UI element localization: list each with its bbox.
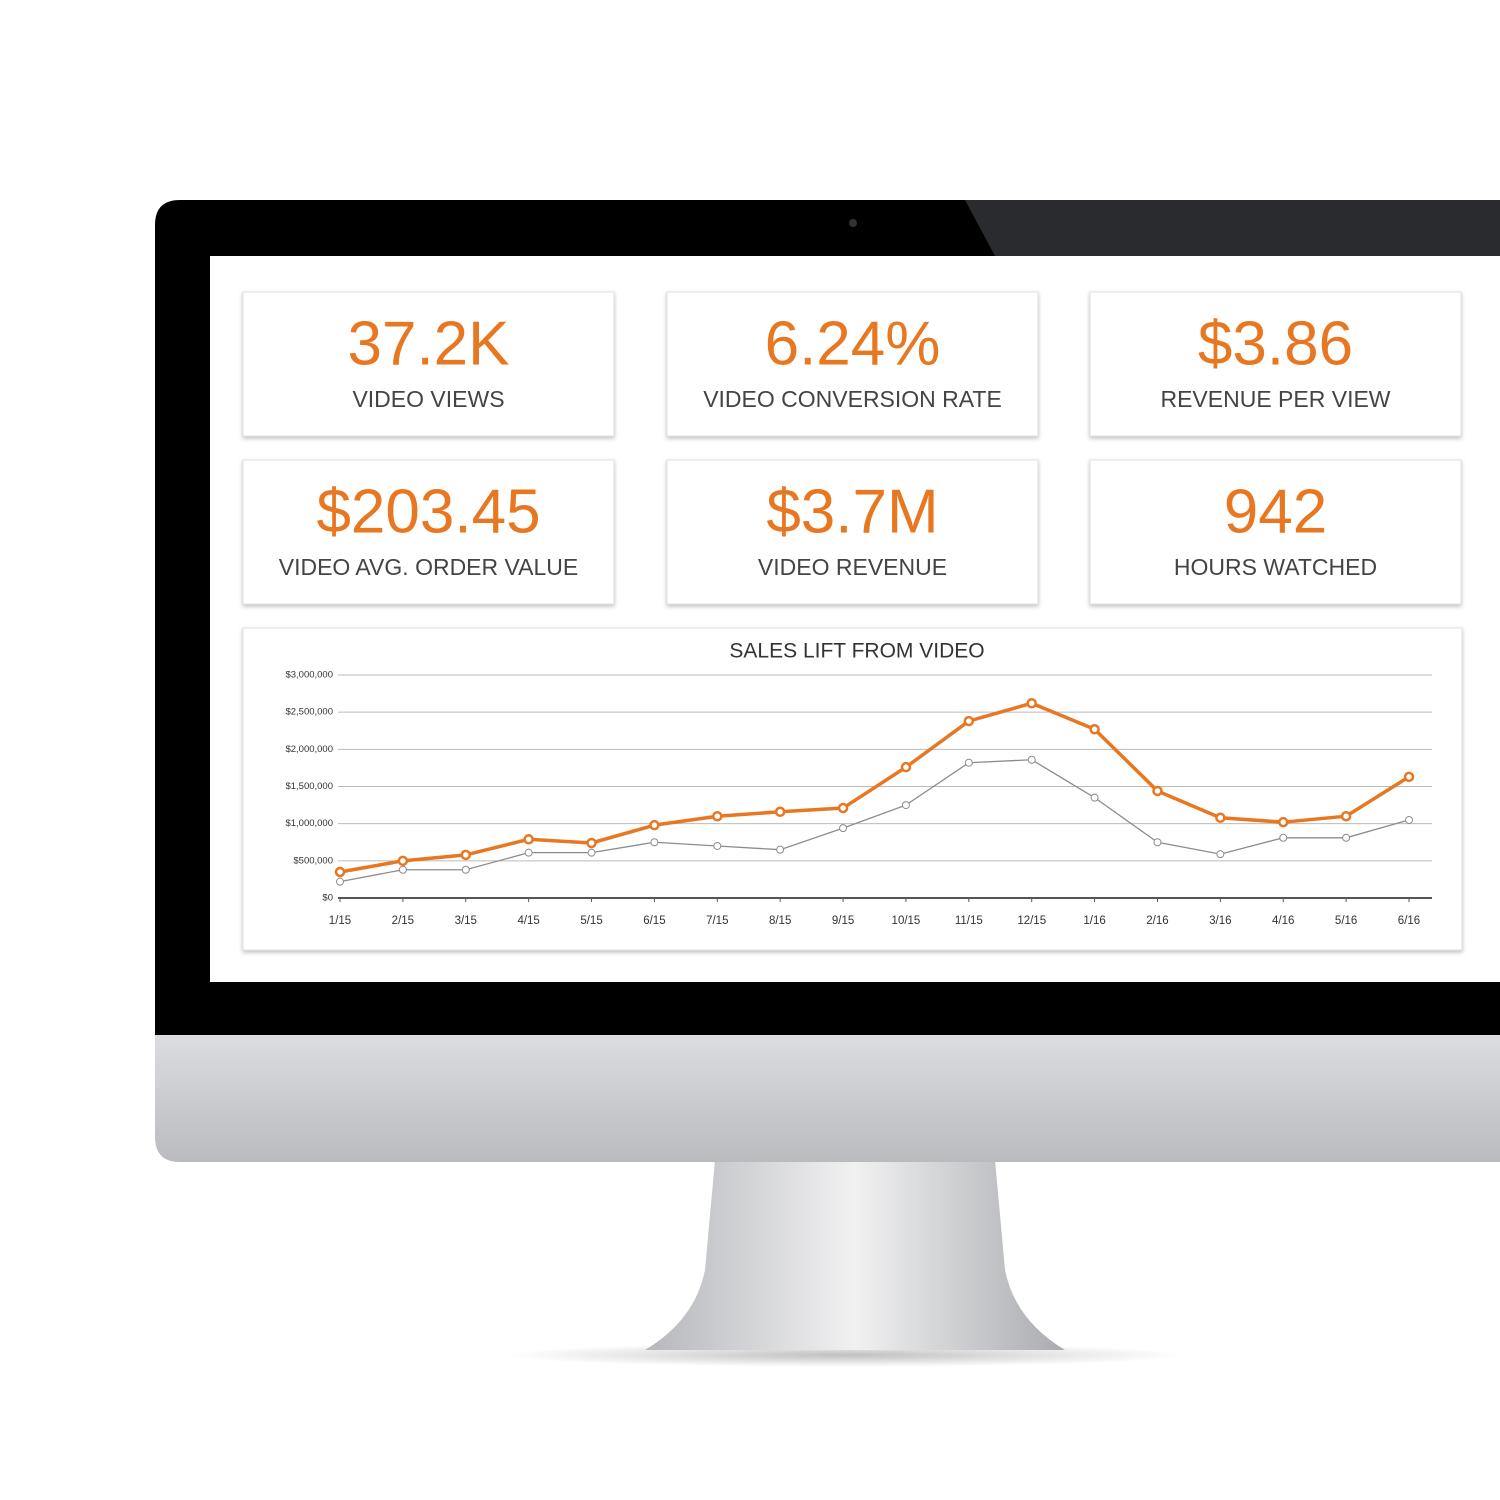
kpi-card bbox=[666, 459, 1039, 605]
monitor-chin bbox=[155, 1035, 1500, 1162]
y-tick-label: $3,000,000 bbox=[285, 670, 333, 681]
kpi-value: 942 bbox=[1224, 477, 1327, 546]
x-tick-label: 2/15 bbox=[392, 915, 414, 927]
series-line bbox=[339, 759, 1410, 883]
series-point bbox=[1090, 793, 1099, 802]
series-point bbox=[1027, 755, 1036, 764]
x-tick-label: 4/16 bbox=[1272, 915, 1294, 927]
kpi-label: VIDEO VIEWS bbox=[352, 386, 504, 412]
series-point bbox=[397, 855, 409, 867]
x-tick-label: 4/15 bbox=[517, 915, 539, 927]
series-point bbox=[460, 849, 472, 861]
kpi-cards: 37.2K VIDEO VIEWS 6.24% VIDEO CONVERSION RA… bbox=[242, 291, 1462, 605]
x-tick-label: 10/15 bbox=[892, 915, 921, 927]
x-tick-label: 1/15 bbox=[329, 915, 351, 927]
camera bbox=[849, 219, 857, 227]
x-tick-label: 8/15 bbox=[769, 915, 791, 927]
y-tick-label: $1,500,000 bbox=[285, 781, 333, 792]
chart-card bbox=[242, 627, 1463, 951]
series-point bbox=[774, 806, 786, 818]
kpi-card bbox=[242, 459, 615, 605]
x-tick-label: 1/16 bbox=[1083, 915, 1105, 927]
kpi-value: 6.24% bbox=[765, 309, 941, 378]
x-tick-label: 5/15 bbox=[580, 915, 602, 927]
series-line bbox=[339, 701, 1410, 874]
series-point bbox=[1215, 812, 1226, 823]
series-point bbox=[586, 837, 597, 849]
kpi-label: REVENUE PER VIEW bbox=[1160, 386, 1390, 412]
kpi-value: $3.86 bbox=[1198, 309, 1353, 378]
series-point bbox=[649, 819, 660, 831]
series-point bbox=[334, 866, 346, 878]
x-tick-label: 3/16 bbox=[1209, 915, 1231, 927]
series-point bbox=[398, 865, 407, 874]
x-tick-label: 2/16 bbox=[1146, 915, 1168, 927]
kpi-label: VIDEO AVG. ORDER VALUE bbox=[279, 554, 579, 580]
series-point bbox=[1089, 724, 1100, 735]
series-point bbox=[461, 865, 470, 874]
series-point bbox=[712, 810, 723, 822]
x-tick-label: 3/15 bbox=[455, 915, 477, 927]
series-point bbox=[776, 845, 785, 854]
series-point bbox=[713, 841, 722, 850]
chart-title: SALES LIFT FROM VIDEO bbox=[729, 640, 984, 663]
series-point bbox=[1153, 838, 1162, 847]
y-tick-label: $0 bbox=[322, 893, 333, 904]
series-point bbox=[964, 758, 973, 767]
kpi-card bbox=[242, 291, 615, 437]
series-point bbox=[524, 848, 533, 857]
kpi-value: $203.45 bbox=[316, 477, 540, 546]
kpi-label: VIDEO CONVERSION RATE bbox=[703, 386, 1002, 412]
x-tick-label: 9/15 bbox=[832, 915, 854, 927]
series-point bbox=[839, 824, 848, 833]
kpi-card bbox=[666, 291, 1039, 437]
series-point bbox=[963, 715, 975, 727]
kpi-label: VIDEO REVENUE bbox=[758, 554, 947, 580]
kpi-label: HOURS WATCHED bbox=[1174, 554, 1377, 580]
x-tick-label: 6/16 bbox=[1398, 915, 1420, 927]
series-point bbox=[523, 834, 534, 845]
series-point bbox=[837, 802, 849, 814]
stand bbox=[645, 1160, 1065, 1350]
series-point bbox=[587, 848, 596, 857]
series-point bbox=[901, 801, 910, 810]
series-point bbox=[1403, 771, 1415, 783]
x-tick-label: 11/15 bbox=[955, 915, 983, 927]
chart: $0 $500,000 $1,000,000 $1,500,000 $2,000,000… bbox=[285, 670, 1432, 927]
x-tick-label: 12/15 bbox=[1017, 915, 1046, 927]
x-tick-label: 5/16 bbox=[1335, 915, 1357, 927]
kpi-value: $3.7M bbox=[766, 477, 938, 546]
series-point bbox=[650, 838, 659, 847]
kpi-card bbox=[1089, 459, 1462, 605]
series-point bbox=[1216, 850, 1225, 859]
series-point bbox=[1340, 810, 1352, 822]
series-point bbox=[1026, 697, 1037, 709]
bezel-glare bbox=[965, 200, 1500, 256]
series-point bbox=[1152, 785, 1163, 797]
kpi-card bbox=[1089, 291, 1462, 437]
y-tick-label: $2,000,000 bbox=[285, 744, 333, 755]
y-tick-label: $500,000 bbox=[293, 855, 333, 866]
series-point bbox=[1277, 816, 1289, 828]
y-tick-label: $2,500,000 bbox=[285, 707, 333, 718]
x-tick-label: 7/15 bbox=[706, 915, 728, 927]
series-point bbox=[336, 877, 344, 886]
series-point bbox=[1279, 833, 1288, 842]
kpi-value: 37.2K bbox=[347, 309, 509, 378]
series-point bbox=[900, 761, 912, 773]
x-tick-label: 6/15 bbox=[643, 915, 665, 927]
series-point bbox=[1342, 833, 1351, 842]
y-tick-label: $1,000,000 bbox=[285, 818, 333, 829]
series-point bbox=[1405, 815, 1413, 824]
